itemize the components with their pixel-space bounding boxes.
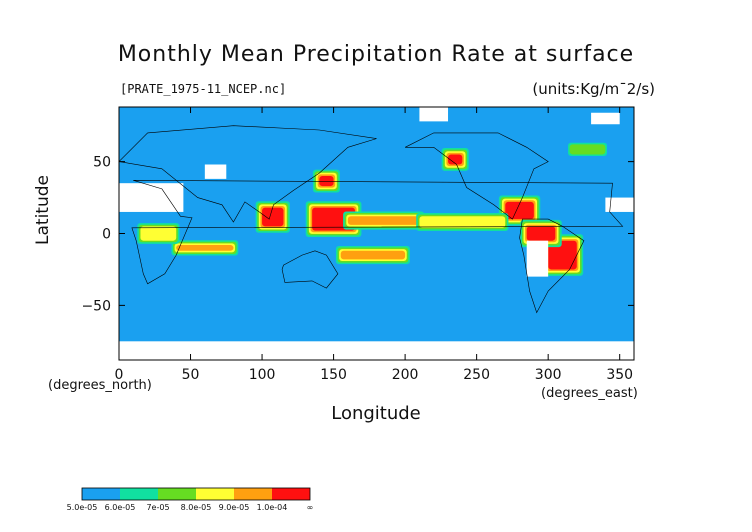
x-tick-label: 150 — [320, 367, 347, 383]
coastline — [131, 180, 624, 285]
chart-title: Monthly Mean Precipitation Rate at surfa… — [117, 42, 635, 67]
precip-region — [548, 240, 577, 270]
missing-region — [591, 112, 620, 125]
missing-region — [605, 197, 634, 212]
x-tick-label: 0 — [115, 367, 124, 383]
y-tick-label: 0 — [102, 227, 111, 243]
coastline — [519, 218, 585, 314]
coastline — [281, 250, 339, 289]
x-axis-label: Longitude — [331, 403, 421, 424]
file-label: [PRATE_1975-11_NCEP.nc] — [120, 82, 287, 96]
missing-region — [119, 341, 634, 360]
map-field — [119, 107, 634, 360]
colorbar-label: 8.0e-05 — [181, 503, 212, 512]
y-tick-label: 50 — [93, 155, 111, 171]
colorbar-swatch — [272, 488, 310, 500]
colorbar-frame — [81, 487, 311, 501]
precip-region — [505, 201, 534, 220]
x-tick-label: 200 — [392, 367, 419, 383]
colorbar-swatch — [196, 488, 234, 500]
missing-region — [204, 164, 227, 179]
y-tick-label: −50 — [81, 298, 111, 314]
precip-region — [340, 250, 406, 260]
x-tick-label: 350 — [606, 367, 633, 383]
coastline — [404, 132, 549, 220]
colorbar-label: 7e-05 — [146, 503, 169, 512]
colorbar-label: 6.0e-05 — [105, 503, 136, 512]
x-tick-label: 100 — [249, 367, 276, 383]
colorbar-label: 1.0e-04 — [257, 503, 288, 512]
missing-region — [119, 183, 184, 212]
colorbar-swatch — [158, 488, 196, 500]
units-label: (units:Kg/m¯2/s) — [532, 80, 655, 98]
coastlines — [118, 125, 624, 314]
colorbar-label: ∞ — [307, 503, 314, 512]
precip-region — [526, 226, 556, 241]
precip-region — [569, 144, 606, 155]
x-unit-label: (degrees_east) — [541, 386, 638, 401]
colorbar-swatch — [82, 488, 120, 500]
x-tick-label: 300 — [535, 367, 562, 383]
colorbar-swatch — [234, 488, 272, 500]
colorbar-label: 9.0e-05 — [219, 503, 250, 512]
colorbar-swatch — [120, 488, 158, 500]
precip-region — [347, 216, 420, 225]
x-tick-label: 50 — [182, 367, 200, 383]
missing-region — [526, 240, 549, 277]
y-unit-label: (degrees_north) — [48, 378, 152, 393]
precip-region — [419, 216, 506, 228]
coastline — [118, 125, 377, 223]
precip-region — [140, 226, 177, 241]
x-tick-label: 250 — [463, 367, 490, 383]
precip-region — [319, 176, 334, 187]
missing-region — [419, 107, 449, 122]
precip-region — [448, 154, 463, 165]
axis-ticks: 0 50 100 150 200 250 300 350 50 0 −50 — [81, 107, 634, 383]
precip-region — [262, 207, 284, 227]
colorbar-label: 5.0e-05 — [67, 503, 98, 512]
precip-region — [176, 245, 234, 251]
